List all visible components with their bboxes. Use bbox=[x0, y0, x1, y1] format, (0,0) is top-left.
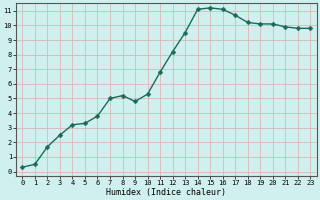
X-axis label: Humidex (Indice chaleur): Humidex (Indice chaleur) bbox=[106, 188, 226, 197]
